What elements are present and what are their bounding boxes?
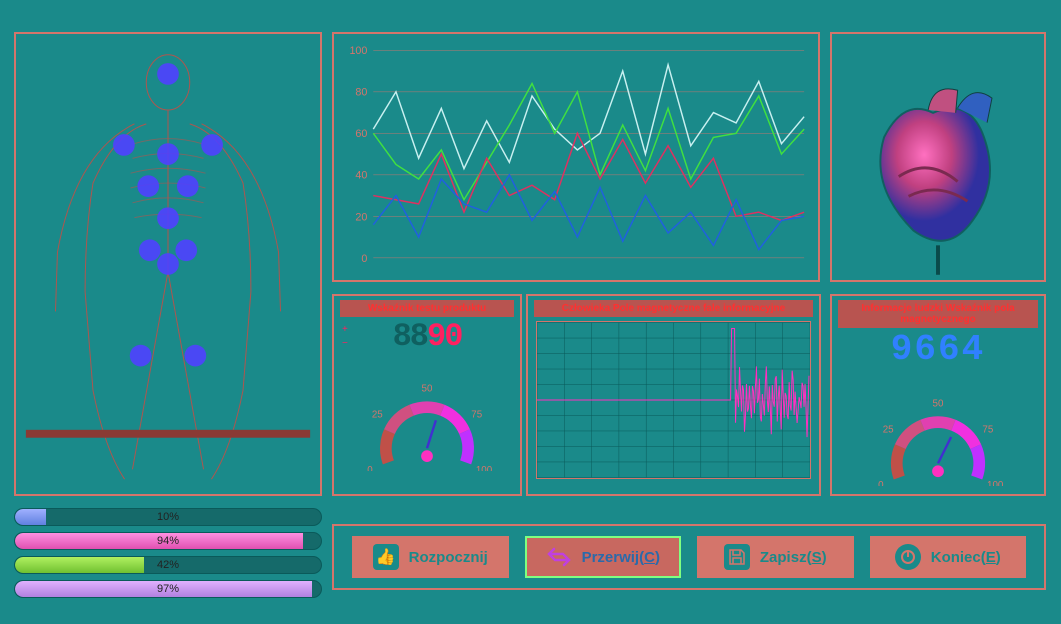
progress-bar: 94%: [14, 532, 322, 550]
digit-lit: 90: [427, 321, 461, 353]
thumb-icon: 👍: [373, 544, 399, 570]
svg-text:75: 75: [982, 424, 993, 435]
svg-text:0: 0: [367, 465, 373, 471]
progress-bars: 10% 94% 42% 97%: [14, 508, 322, 604]
digit-dim: 88: [393, 321, 427, 353]
human-digit-display: 9664: [832, 332, 1044, 368]
line-chart: 0 20 40 60 80 100: [340, 42, 810, 272]
svg-text:20: 20: [355, 211, 367, 223]
wave-panel: Człowieka Pole magnetyczne fale informac…: [526, 294, 821, 496]
progress-label: 10%: [15, 509, 321, 525]
save-button[interactable]: Zapisz(S): [697, 536, 854, 578]
pause-button-label: Przerwij(C): [582, 549, 660, 566]
product-gauge: 0 25 50 75 100: [334, 361, 520, 471]
start-button-label: Rozpocznij: [409, 549, 488, 566]
svg-text:100: 100: [476, 465, 493, 471]
progress-label: 42%: [15, 557, 321, 573]
svg-text:0: 0: [878, 480, 884, 486]
progress-label: 94%: [15, 533, 321, 549]
human-gauge: 0 25 50 75 100: [832, 376, 1044, 486]
svg-text:75: 75: [471, 409, 482, 420]
digit-blue: 9664: [891, 332, 985, 368]
button-bar: 👍 Rozpocznij Przerwij(C) Zapisz(S) Konie…: [332, 524, 1046, 590]
svg-text:50: 50: [422, 384, 433, 395]
progress-bar: 10%: [14, 508, 322, 526]
svg-text:0: 0: [361, 253, 367, 265]
svg-text:100: 100: [349, 45, 367, 57]
save-button-label: Zapisz(S): [760, 549, 827, 566]
body-panel: [14, 32, 322, 496]
product-gauge-panel: Wskaźnik testu produktu +− 8890 0 25 50 75 1…: [332, 294, 522, 496]
human-gauge-title: Informacje ludzki Wskaźnik pola magnetyc…: [838, 300, 1038, 328]
body-figure: [16, 34, 320, 494]
plus-minus-icon: +−: [342, 323, 348, 351]
wave-chart: [537, 322, 810, 478]
svg-text:100: 100: [987, 480, 1004, 486]
svg-text:40: 40: [355, 170, 367, 182]
product-digit-display: +− 8890: [334, 321, 520, 353]
progress-bar: 42%: [14, 556, 322, 574]
progress-label: 97%: [15, 581, 321, 597]
svg-text:50: 50: [933, 398, 944, 409]
wave-panel-title: Człowieka Pole magnetyczne fale informac…: [534, 300, 813, 317]
svg-text:25: 25: [372, 409, 383, 420]
chart-panel: 0 20 40 60 80 100: [332, 32, 820, 282]
heart-panel: [830, 32, 1046, 282]
save-icon: [724, 544, 750, 570]
heart-image: [832, 34, 1044, 280]
progress-bar: 97%: [14, 580, 322, 598]
svg-text:25: 25: [883, 424, 894, 435]
svg-text:60: 60: [355, 128, 367, 140]
pause-button[interactable]: Przerwij(C): [525, 536, 682, 578]
svg-text:80: 80: [355, 87, 367, 99]
swap-icon: [546, 544, 572, 570]
end-button[interactable]: Koniec(E): [870, 536, 1027, 578]
product-gauge-title: Wskaźnik testu produktu: [340, 300, 514, 317]
power-icon: [895, 544, 921, 570]
human-gauge-panel: Informacje ludzki Wskaźnik pola magnetyc…: [830, 294, 1046, 496]
end-button-label: Koniec(E): [931, 549, 1001, 566]
start-button[interactable]: 👍 Rozpocznij: [352, 536, 509, 578]
